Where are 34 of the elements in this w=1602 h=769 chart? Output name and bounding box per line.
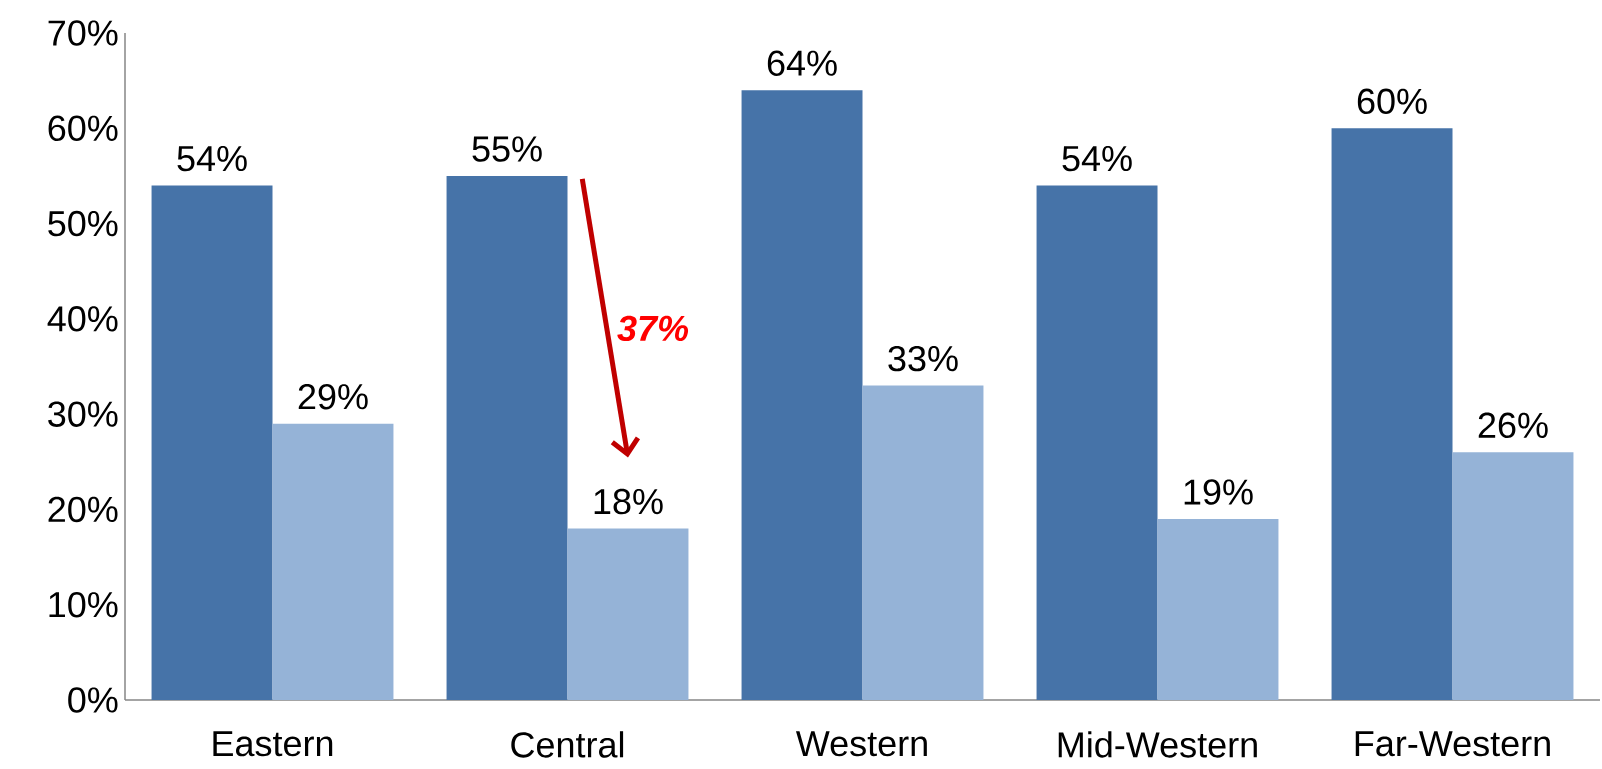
bar: [567, 528, 689, 700]
y-tick-label: 10%: [49, 591, 118, 618]
data-label: 54%: [1062, 145, 1132, 172]
y-tick-label: 70%: [48, 20, 118, 46]
data-label: 18%: [594, 488, 663, 515]
y-tick-label: 60%: [48, 115, 118, 142]
annotation: 37%: [617, 315, 689, 342]
bar: [446, 175, 568, 700]
y-tick-label: 50%: [48, 210, 118, 237]
data-label: 33%: [888, 345, 958, 372]
data-label: 26%: [1478, 412, 1548, 439]
y-tick-label: 40%: [47, 306, 118, 332]
data-label: 29%: [298, 383, 368, 410]
data-label: 64%: [767, 50, 837, 76]
y-tick-label: 0%: [68, 687, 118, 713]
x-tick-label: Mid-Western: [1058, 731, 1257, 758]
x-tick-label: Central: [511, 731, 624, 758]
bar: [1157, 518, 1279, 700]
bar: [1331, 128, 1453, 700]
y-tick-label: 30%: [48, 401, 118, 427]
data-label: 60%: [1357, 88, 1427, 115]
bar: [741, 90, 863, 700]
bar: [272, 423, 394, 700]
x-tick-label: Western: [795, 731, 927, 757]
bar: [862, 385, 984, 700]
y-tick-label: 20%: [48, 496, 118, 523]
bar: [151, 185, 273, 700]
data-label: 55%: [472, 136, 542, 162]
bar: [1452, 452, 1574, 700]
data-label: 19%: [1184, 479, 1253, 505]
x-tick-label: Far-Western: [1355, 731, 1550, 757]
data-label: 54%: [177, 145, 247, 172]
x-tick-label: Eastern: [213, 731, 333, 757]
bar: [1036, 185, 1158, 700]
